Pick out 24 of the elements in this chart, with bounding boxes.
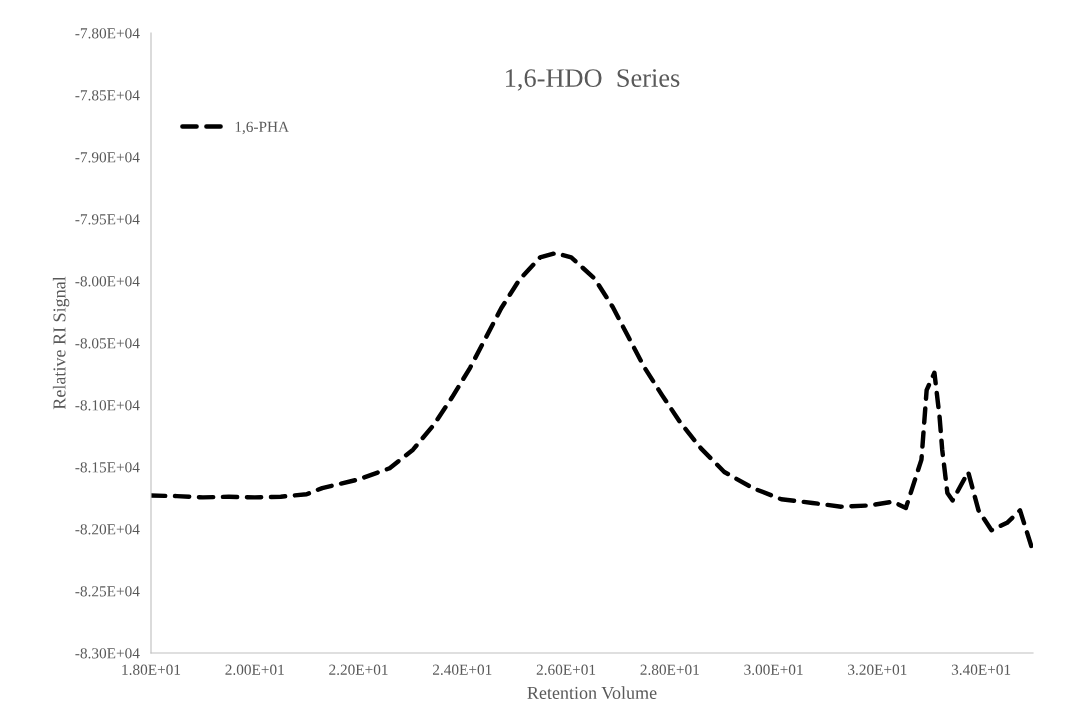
x-tick-label: 2.00E+01 bbox=[225, 664, 284, 675]
y-tick-label: -7.85E+04 bbox=[75, 90, 140, 101]
x-tick-label: 3.20E+01 bbox=[848, 664, 907, 675]
y-axis-title: Relative RI Signal bbox=[52, 276, 70, 410]
x-tick-label: 3.40E+01 bbox=[951, 664, 1011, 675]
x-tick-label: 2.80E+01 bbox=[640, 664, 699, 675]
y-tick-label: -7.90E+04 bbox=[75, 152, 140, 163]
legend-label: 1,6-PHA bbox=[235, 121, 289, 135]
y-tick-label: -7.95E+04 bbox=[75, 214, 140, 225]
x-tick-label: 3.00E+01 bbox=[744, 664, 803, 675]
y-tick-label: -8.20E+04 bbox=[75, 524, 140, 535]
y-tick-label: -8.15E+04 bbox=[75, 462, 140, 473]
y-tick-label: -8.25E+04 bbox=[75, 586, 140, 597]
x-axis-title: Retention Volume bbox=[527, 686, 657, 700]
y-tick-label: -8.00E+04 bbox=[75, 276, 140, 287]
y-tick-label: -8.10E+04 bbox=[75, 400, 140, 411]
y-tick-label: -7.80E+04 bbox=[75, 28, 140, 39]
x-tick-label: 2.20E+01 bbox=[329, 664, 388, 675]
x-tick-label: 2.60E+01 bbox=[536, 664, 596, 675]
text: 1,6-HDO Series bbox=[506, 69, 680, 91]
x-tick-label: 2.40E+01 bbox=[432, 664, 492, 675]
x-tick-label: 1.80E+01 bbox=[122, 664, 181, 675]
y-tick-label: -8.05E+04 bbox=[75, 338, 140, 349]
y-tick-label: -8.30E+04 bbox=[75, 648, 140, 659]
